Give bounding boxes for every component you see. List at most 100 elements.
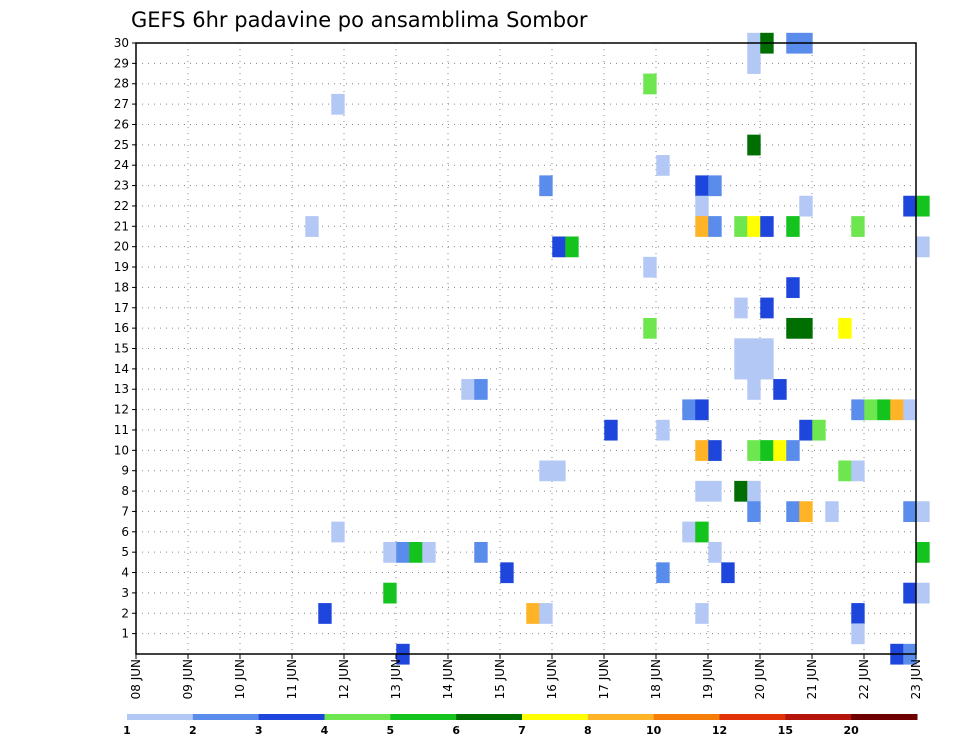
x-tick-label: 18 JUN (649, 659, 663, 699)
heatmap-cell (864, 399, 878, 421)
y-tick-label: 12 (114, 403, 129, 417)
heatmap-cell (903, 582, 917, 604)
heatmap-cell (734, 338, 748, 360)
y-tick-label: 28 (114, 77, 129, 91)
heatmap-cell (890, 399, 904, 421)
heatmap-cell (747, 53, 761, 74)
legend-label: 5 (387, 724, 395, 737)
heatmap-cell (760, 338, 774, 360)
x-tick-label: 08 JUN (129, 659, 143, 699)
y-tick-label: 5 (121, 545, 129, 559)
heatmap-cell (916, 236, 930, 258)
heatmap-cell (695, 399, 709, 421)
legend-label: 4 (321, 724, 329, 737)
y-tick-label: 11 (114, 423, 129, 437)
x-tick-label: 19 JUN (701, 659, 715, 699)
heatmap-cell (695, 521, 709, 543)
heatmap-cell (786, 501, 800, 523)
heatmap-cell (747, 501, 761, 523)
heatmap-cell (695, 195, 709, 217)
heatmap-cell (695, 480, 709, 502)
y-axis-ticks: 1234567891011121314151617181920212223242… (114, 36, 136, 641)
legend-swatch (390, 714, 457, 720)
heatmap-cell (838, 460, 852, 482)
heatmap-cell (682, 399, 696, 421)
heatmap-cell (799, 195, 813, 217)
x-tick-label: 14 JUN (441, 659, 455, 699)
y-tick-label: 1 (121, 627, 129, 641)
heatmap-cell (695, 216, 709, 237)
y-tick-label: 30 (114, 36, 129, 50)
heatmap-cell (643, 73, 657, 95)
heatmap-cell (747, 216, 761, 237)
heatmap-cell (318, 603, 332, 624)
heatmap-cell (799, 419, 813, 441)
heatmap-cell (708, 175, 722, 197)
y-tick-label: 9 (121, 464, 129, 478)
legend-swatch (719, 714, 786, 720)
legend-label: 6 (452, 724, 460, 737)
x-tick-label: 21 JUN (805, 659, 819, 699)
x-tick-label: 17 JUN (597, 659, 611, 699)
heatmap-cell (656, 155, 670, 176)
legend-swatch (785, 714, 852, 720)
legend-label: 2 (189, 724, 197, 737)
heatmap-cell (851, 623, 865, 645)
x-tick-label: 23 JUN (909, 659, 923, 699)
heatmap-cell (825, 501, 839, 523)
legend-swatch (258, 714, 325, 720)
heatmap-cell (474, 541, 488, 563)
y-tick-label: 4 (121, 566, 129, 580)
grid-lines (136, 43, 916, 654)
y-tick-label: 23 (114, 179, 129, 193)
x-tick-label: 22 JUN (857, 659, 871, 699)
heatmap-cell (695, 175, 709, 197)
legend-label: 15 (778, 724, 793, 737)
heatmap-cell (851, 603, 865, 624)
heatmap-cell (643, 317, 657, 339)
heatmap-cell (708, 440, 722, 461)
heatmap-cell (773, 379, 787, 400)
heatmap-cell (734, 297, 748, 319)
heatmap-cell (565, 236, 579, 258)
heatmap-cell (331, 521, 345, 543)
y-tick-label: 6 (121, 525, 129, 539)
heatmap-cell (708, 216, 722, 237)
heatmap-cell (747, 134, 761, 156)
y-tick-label: 7 (121, 504, 129, 518)
heatmap-cell (331, 93, 345, 115)
chart-title: GEFS 6hr padavine po ansamblima Sombor (131, 8, 588, 32)
heatmap-cell (734, 358, 748, 380)
legend-label: 20 (844, 724, 860, 737)
y-tick-label: 24 (114, 158, 129, 172)
heatmap-cell (409, 541, 423, 563)
heatmap-cell (734, 480, 748, 502)
legend-swatch (653, 714, 720, 720)
y-tick-label: 16 (114, 321, 129, 335)
y-tick-label: 3 (121, 586, 129, 600)
y-tick-label: 2 (121, 606, 129, 620)
heatmap-cell (799, 317, 813, 339)
heatmap-cell (708, 480, 722, 502)
y-tick-label: 22 (114, 199, 129, 213)
heatmap-cell (786, 440, 800, 461)
heatmap-cell (916, 195, 930, 217)
heatmap-cell (747, 480, 761, 502)
heatmap-cell (760, 358, 774, 380)
heatmap-cell (461, 379, 475, 400)
y-tick-label: 25 (114, 138, 129, 152)
heatmap-cell (851, 460, 865, 482)
heatmap-cell (539, 175, 553, 197)
heatmap-cell (539, 603, 553, 624)
heatmap-cells (305, 32, 930, 665)
heatmap-cell (500, 562, 514, 584)
y-tick-label: 29 (114, 56, 129, 70)
heatmap-cell (474, 379, 488, 400)
x-tick-label: 20 JUN (753, 659, 767, 699)
heatmap-cell (383, 582, 397, 604)
heatmap-cell (760, 297, 774, 319)
heatmap-cell (656, 562, 670, 584)
heatmap-cell (604, 419, 618, 441)
